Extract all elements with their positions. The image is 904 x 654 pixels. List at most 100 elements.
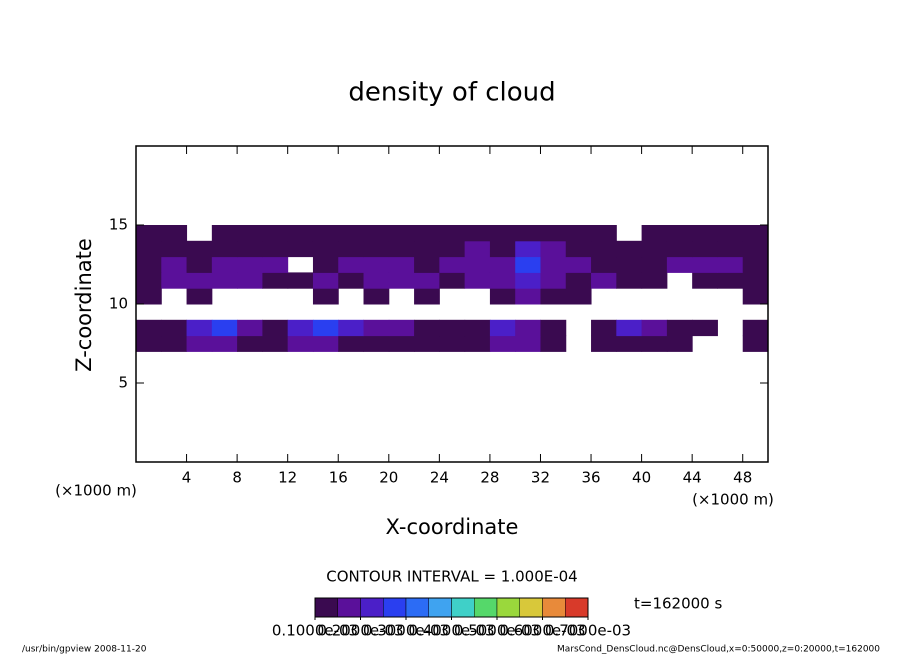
cell: [388, 319, 415, 337]
cell: [414, 240, 440, 258]
cell: [515, 319, 541, 337]
colorbar-swatch: [405, 597, 429, 618]
cell: [338, 319, 365, 337]
cell: [237, 240, 263, 258]
cell: [211, 240, 238, 258]
x-tick-label: 16: [329, 469, 348, 487]
cell: [464, 319, 491, 337]
cell: [312, 319, 339, 337]
cell: [161, 319, 188, 337]
cell: [363, 256, 390, 273]
x-tick-label: 20: [379, 469, 398, 487]
cell: [591, 240, 617, 258]
cell: [692, 319, 718, 337]
cell: [237, 272, 263, 289]
cell: [616, 272, 643, 289]
cell: [591, 335, 617, 352]
cell: [489, 225, 516, 242]
colorbar-label: 0.1000e-03: [272, 622, 358, 640]
cell: [616, 256, 643, 273]
cell: [237, 256, 263, 273]
cell: [616, 335, 643, 352]
cell: [641, 272, 668, 289]
cell: [262, 319, 289, 337]
cell: [161, 335, 188, 352]
colorbar-label: 0.3000e-03: [363, 622, 449, 640]
colorbar-label: 0.2000e-03: [317, 622, 403, 640]
cell: [287, 335, 314, 352]
cell: [161, 225, 188, 242]
cell: [388, 225, 415, 242]
cell: [540, 319, 567, 337]
x-tick-label: 44: [683, 469, 702, 487]
cell: [540, 256, 567, 273]
cell: [692, 256, 718, 273]
cell: [388, 335, 415, 352]
cell: [616, 240, 643, 258]
y-unit: (×1000 m): [55, 482, 137, 500]
colorbar-swatch: [519, 597, 543, 618]
cell: [565, 256, 592, 273]
cell: [717, 256, 744, 273]
cell: [641, 240, 668, 258]
cell: [262, 225, 289, 242]
cell: [742, 240, 769, 258]
cell: [186, 256, 213, 273]
cell: [388, 256, 415, 273]
colorbar-label: 0.5000e-03: [454, 622, 540, 640]
cell: [237, 319, 263, 337]
colorbar-swatch: [428, 597, 452, 618]
cell: [591, 256, 617, 273]
x-tick-label: 36: [581, 469, 600, 487]
x-tick-label: 4: [182, 469, 192, 487]
cell: [742, 288, 769, 305]
cell: [540, 288, 567, 305]
chart-title: density of cloud: [348, 78, 555, 108]
cell: [464, 256, 491, 273]
colorbar-label: 0.6000e-03: [499, 622, 585, 640]
y-tick-label: 15: [109, 216, 128, 234]
cell: [338, 272, 365, 289]
cell: [489, 272, 516, 289]
cell: [287, 319, 314, 337]
x-unit: (×1000 m): [692, 491, 774, 509]
cell: [717, 240, 744, 258]
x-tick-label: 48: [733, 469, 752, 487]
cell: [515, 288, 541, 305]
colorbar-swatch: [565, 597, 589, 618]
y-tick-label: 5: [118, 374, 128, 392]
cell: [211, 335, 238, 352]
footer-left: /usr/bin/gpview 2008-11-20: [22, 645, 147, 654]
cell: [186, 335, 213, 352]
cell: [641, 319, 668, 337]
x-tick-label: 40: [632, 469, 651, 487]
cell: [591, 225, 617, 242]
cell: [591, 272, 617, 289]
cell: [211, 225, 238, 242]
cell: [363, 288, 390, 305]
cell: [287, 225, 314, 242]
colorbar-swatch: [337, 597, 361, 618]
cell: [414, 256, 440, 273]
colorbar-swatch: [474, 597, 498, 618]
colorbar-label: 0.4000e-03: [408, 622, 494, 640]
colorbar-swatch: [451, 597, 475, 618]
cell: [186, 288, 213, 305]
cell: [186, 319, 213, 337]
cell: [186, 240, 213, 258]
cell: [540, 272, 567, 289]
cell: [540, 225, 567, 242]
cell: [312, 256, 339, 273]
cell: [237, 225, 263, 242]
cell: [136, 335, 162, 352]
cell: [161, 240, 188, 258]
cell: [186, 272, 213, 289]
cell: [489, 240, 516, 258]
contour-interval: CONTOUR INTERVAL = 1.000E-04: [326, 568, 577, 586]
cell: [312, 225, 339, 242]
cell: [742, 225, 769, 242]
cell: [262, 256, 289, 273]
cell: [616, 319, 643, 337]
cell: [515, 335, 541, 352]
